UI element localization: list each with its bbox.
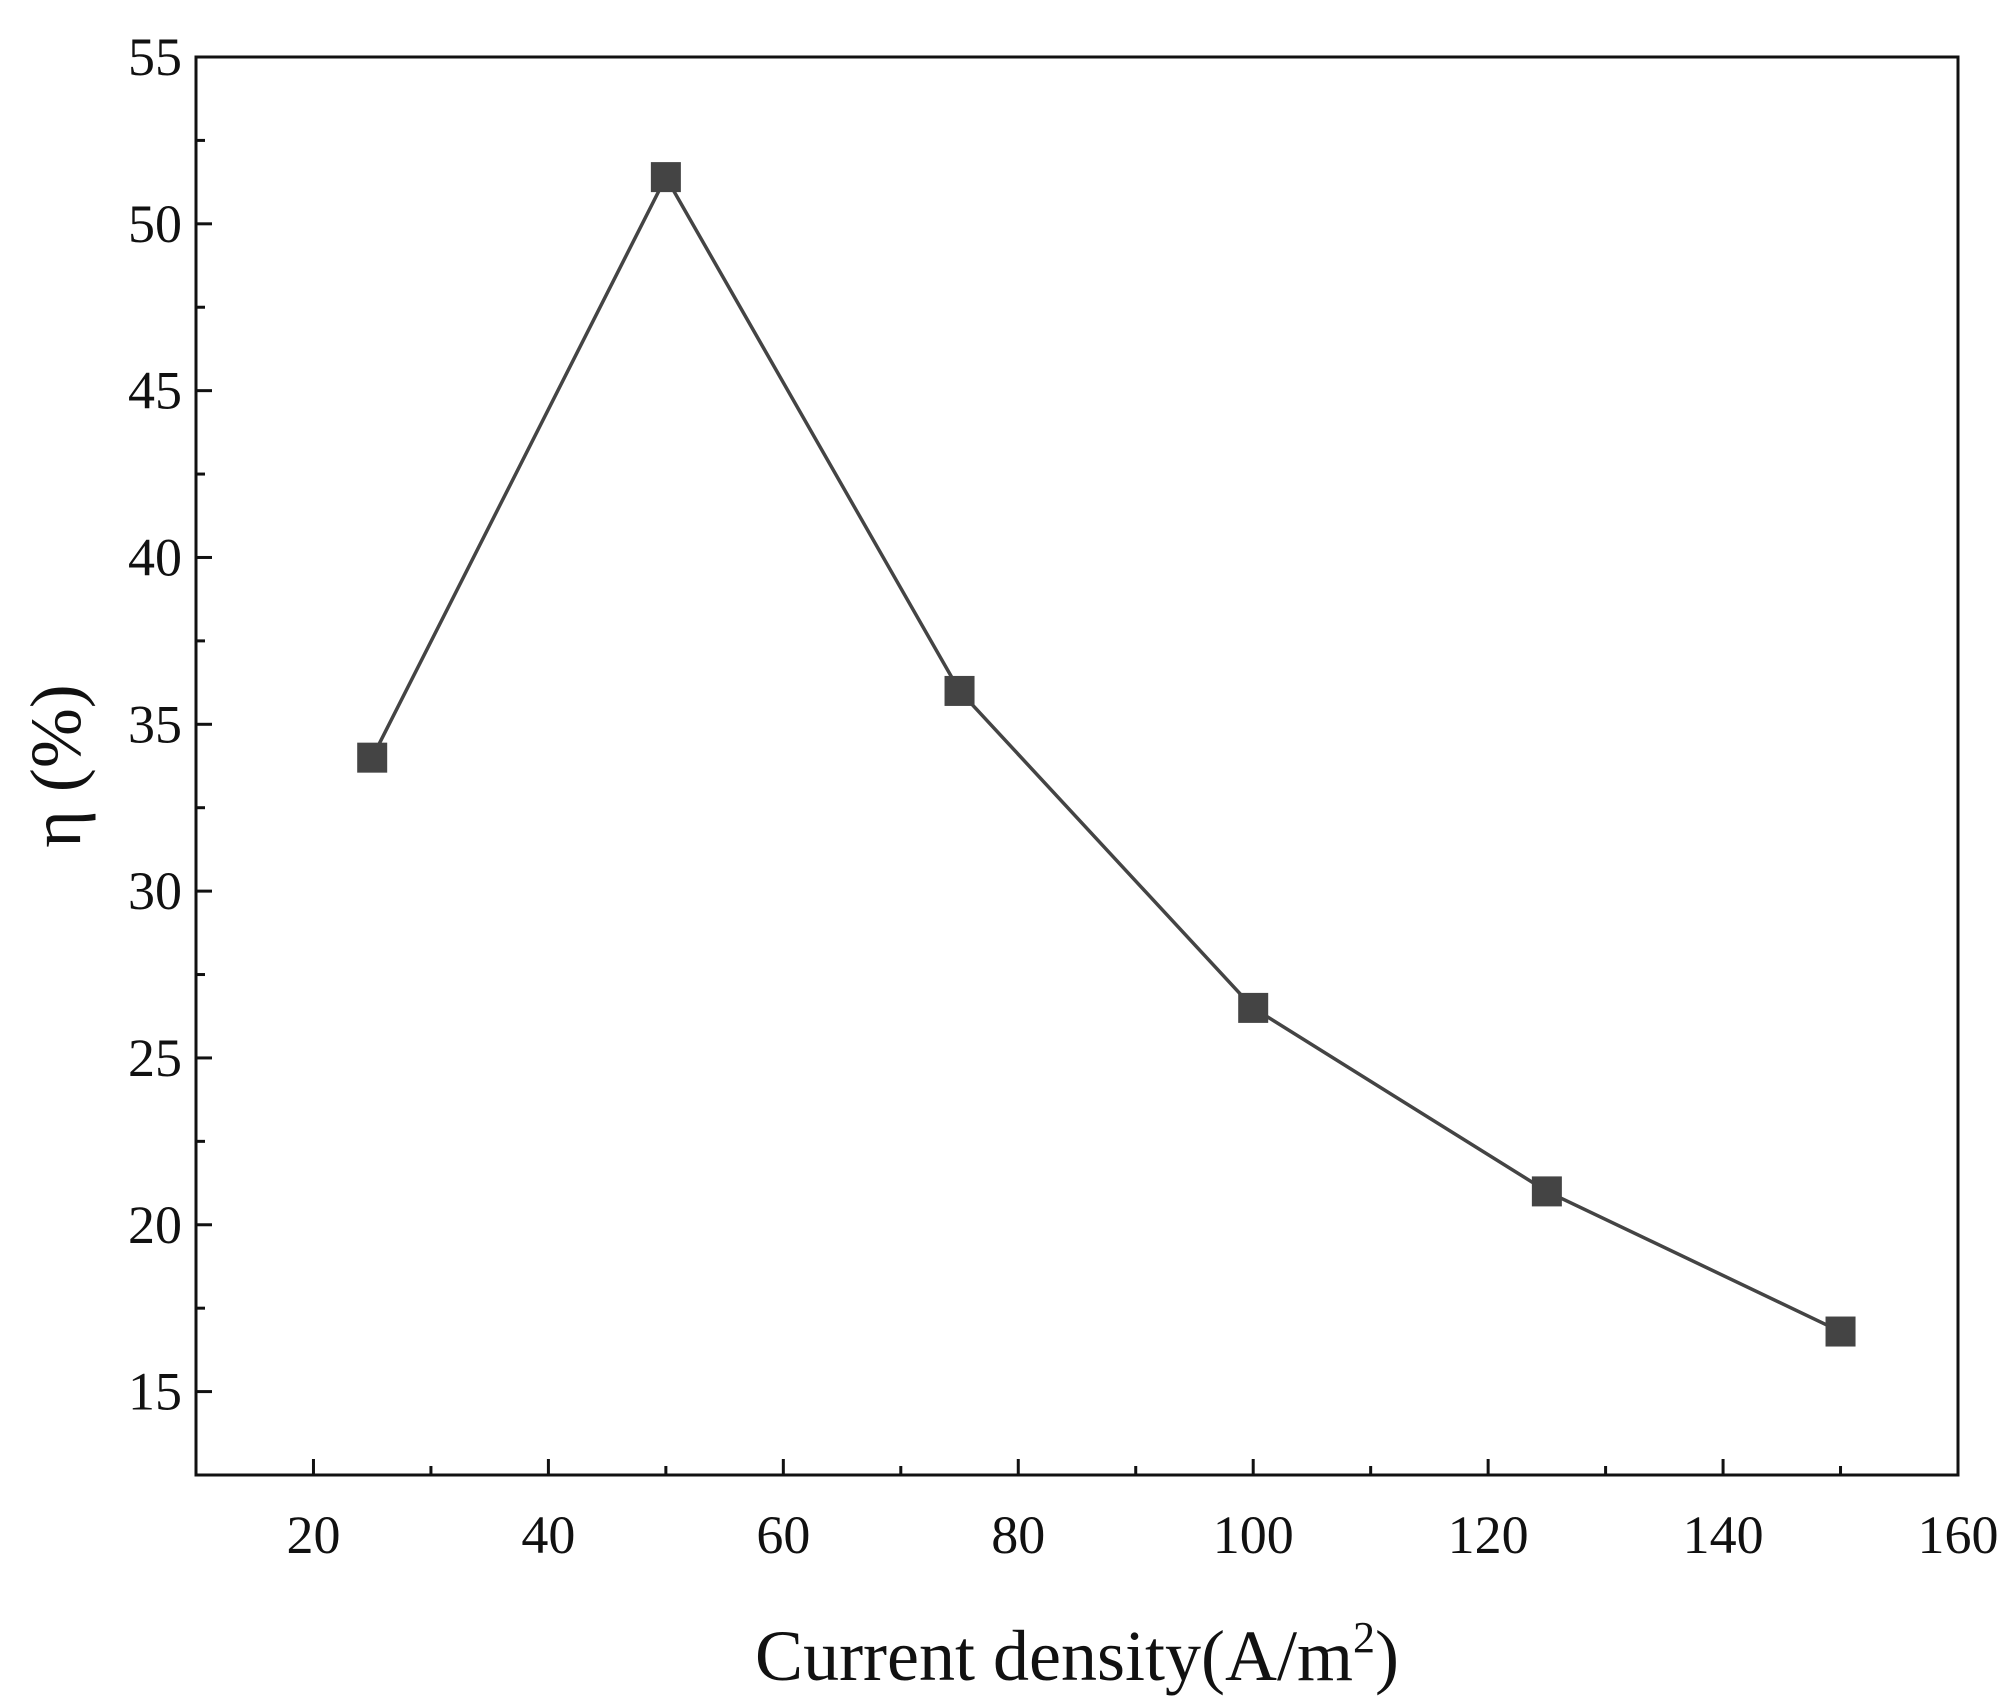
data-point-marker	[357, 742, 388, 773]
x-tick-label: 160	[1918, 1505, 1999, 1565]
data-point-marker	[1825, 1316, 1856, 1347]
y-tick-label: 35	[128, 694, 182, 754]
data-point-marker	[650, 162, 681, 193]
y-tick-label: 15	[128, 1362, 182, 1422]
y-tick-label: 45	[128, 361, 182, 421]
x-axis-title-main: Current density(A/m	[755, 1616, 1353, 1696]
x-tick-label: 120	[1448, 1505, 1529, 1565]
y-tick-label: 25	[128, 1028, 182, 1088]
y-axis-title: η (%)	[16, 684, 96, 848]
series-markers	[357, 162, 1856, 1347]
data-point-marker	[944, 675, 975, 706]
y-tick-label: 55	[128, 27, 182, 87]
y-tick-label: 30	[128, 861, 182, 921]
data-point-marker	[1238, 992, 1269, 1023]
x-tick-label: 20	[286, 1505, 340, 1565]
series-lines	[370, 175, 1842, 1334]
minor-ticks	[196, 138, 1843, 1475]
x-tick-label: 60	[756, 1505, 810, 1565]
series-line	[370, 175, 1842, 1334]
x-axis-title-close: )	[1375, 1616, 1399, 1696]
x-tick-label: 100	[1213, 1505, 1294, 1565]
plot-frame	[194, 55, 1960, 1477]
y-tick-label: 40	[128, 527, 182, 587]
data-point-marker	[1531, 1176, 1562, 1207]
x-tick-labels: 20 40 60 80 100 120 140 160	[286, 1505, 1998, 1565]
x-tick-label: 40	[521, 1505, 575, 1565]
x-axis-title: Current density(A/m2)	[755, 1613, 1399, 1696]
y-tick-labels: 15 20 25 30 35 40 45 50 55	[128, 27, 182, 1422]
x-tick-label: 140	[1683, 1505, 1764, 1565]
y-tick-label: 50	[128, 194, 182, 254]
x-axis-title-superscript: 2	[1353, 1613, 1375, 1662]
x-tick-label: 80	[991, 1505, 1045, 1565]
y-tick-label: 20	[128, 1195, 182, 1255]
